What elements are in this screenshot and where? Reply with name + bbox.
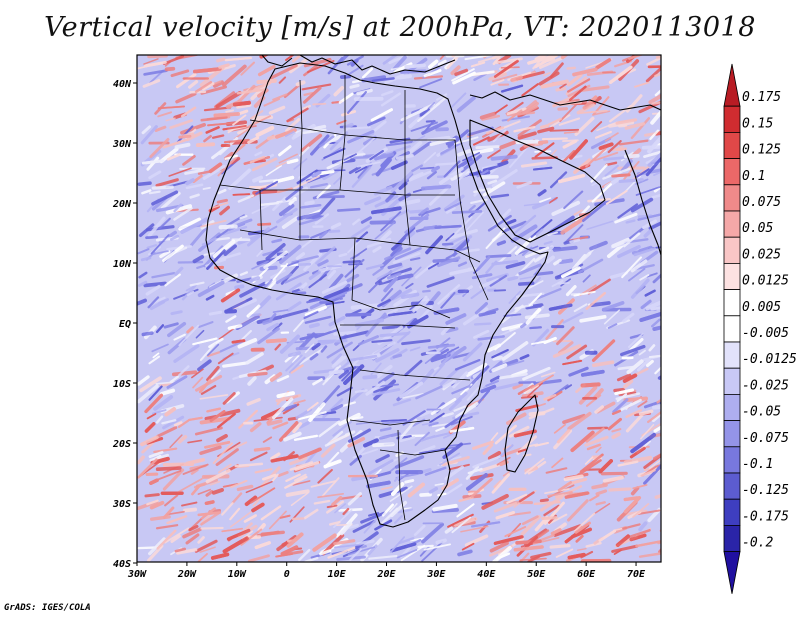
x-tick-label: 50E [527, 569, 546, 580]
colorbar-label: -0.005 [742, 326, 789, 341]
x-tick-label: 60E [577, 569, 596, 580]
colorbar-segment [723, 472, 741, 500]
x-tick-label: 30W [127, 569, 147, 580]
colorbar-label: 0.025 [742, 247, 781, 262]
colorbar-segment [723, 367, 741, 395]
colorbar-segment [723, 525, 741, 553]
y-tick-label: 40S [113, 559, 131, 570]
y-tick-label: 40N [113, 79, 132, 90]
y-tick-label: 30S [112, 499, 131, 510]
madagascar-coastline [504, 394, 539, 473]
map-axes: 30W 20W 10W 0 10E 20E 30E 40E 50E 60E 70E 40N 30N 20N… [112, 79, 646, 580]
colorbar-label: 0.175 [742, 90, 781, 105]
x-tick-label: 0 [284, 569, 290, 580]
colorbar-segment [723, 446, 741, 474]
x-tick-label: 70E [627, 569, 646, 580]
y-tick-label: 30N [112, 139, 132, 150]
colorbar-segment [723, 341, 741, 369]
x-tick-label: 40E [477, 569, 496, 580]
colorbar-label: -0.05 [742, 405, 781, 420]
colorbar-label: 0.125 [742, 143, 781, 158]
map-title: Vertical velocity [m/s] at 200hPa, VT: 2… [44, 12, 756, 43]
arabia-coastline [469, 119, 606, 243]
country-borders [219, 75, 489, 521]
colorbar-segment [723, 262, 741, 290]
colorbar-segment [723, 551, 741, 594]
middle-east-coast [469, 91, 661, 111]
x-tick-label: 10W [228, 569, 247, 580]
colorbar-label: 0.005 [742, 300, 781, 315]
y-tick-label: 20S [112, 439, 131, 450]
colorbar-label: -0.075 [742, 431, 789, 446]
africa-coastline [205, 62, 549, 528]
colorbar-label: 0.15 [742, 116, 773, 131]
colorbar-segment [723, 420, 741, 448]
colorbar-label: -0.2 [742, 536, 773, 551]
colorbar-segment [723, 289, 741, 317]
colorbar-label: -0.025 [742, 378, 789, 393]
y-tick-label: 10N [113, 259, 132, 270]
colorbar-segment [723, 236, 741, 264]
y-tick-label: EQ [119, 319, 131, 330]
colorbar-segment [723, 184, 741, 212]
x-tick-label: 10E [328, 569, 347, 580]
colorbar-label: -0.1 [742, 457, 773, 472]
credit-text: GrADS: IGES/COLA [4, 603, 91, 613]
colorbar-segment [723, 498, 741, 526]
colorbar-segment [723, 210, 741, 238]
x-tick-label: 20W [177, 569, 197, 580]
y-tick-label: 10S [113, 379, 131, 390]
velocity-field [137, 55, 661, 562]
y-tick-label: 20N [112, 199, 132, 210]
colorbar-segment [723, 315, 741, 343]
x-tick-label: 20E [376, 569, 396, 580]
colorbar-segment [723, 393, 741, 421]
colorbar: 0.175 0.15 0.125 0.1 0.075 0.05 0.025 0.0125 0.0… [723, 63, 797, 594]
colorbar-label: 0.075 [742, 195, 781, 210]
colorbar-label: -0.175 [742, 509, 789, 524]
colorbar-segment [723, 63, 741, 107]
colorbar-label: 0.0125 [742, 274, 789, 289]
colorbar-segment [723, 158, 741, 186]
europe-coastline [299, 55, 456, 75]
x-tick-label: 30E [426, 569, 446, 580]
india-coastline [624, 149, 661, 256]
coastlines [205, 55, 661, 528]
colorbar-segment [723, 131, 741, 159]
colorbar-label: -0.0125 [742, 352, 797, 367]
iberia-coastline [261, 55, 293, 67]
colorbar-label: 0.1 [742, 169, 765, 184]
colorbar-segment [723, 105, 741, 133]
colorbar-label: -0.125 [742, 483, 789, 498]
colorbar-label: 0.05 [742, 221, 773, 236]
map-frame [136, 54, 662, 563]
